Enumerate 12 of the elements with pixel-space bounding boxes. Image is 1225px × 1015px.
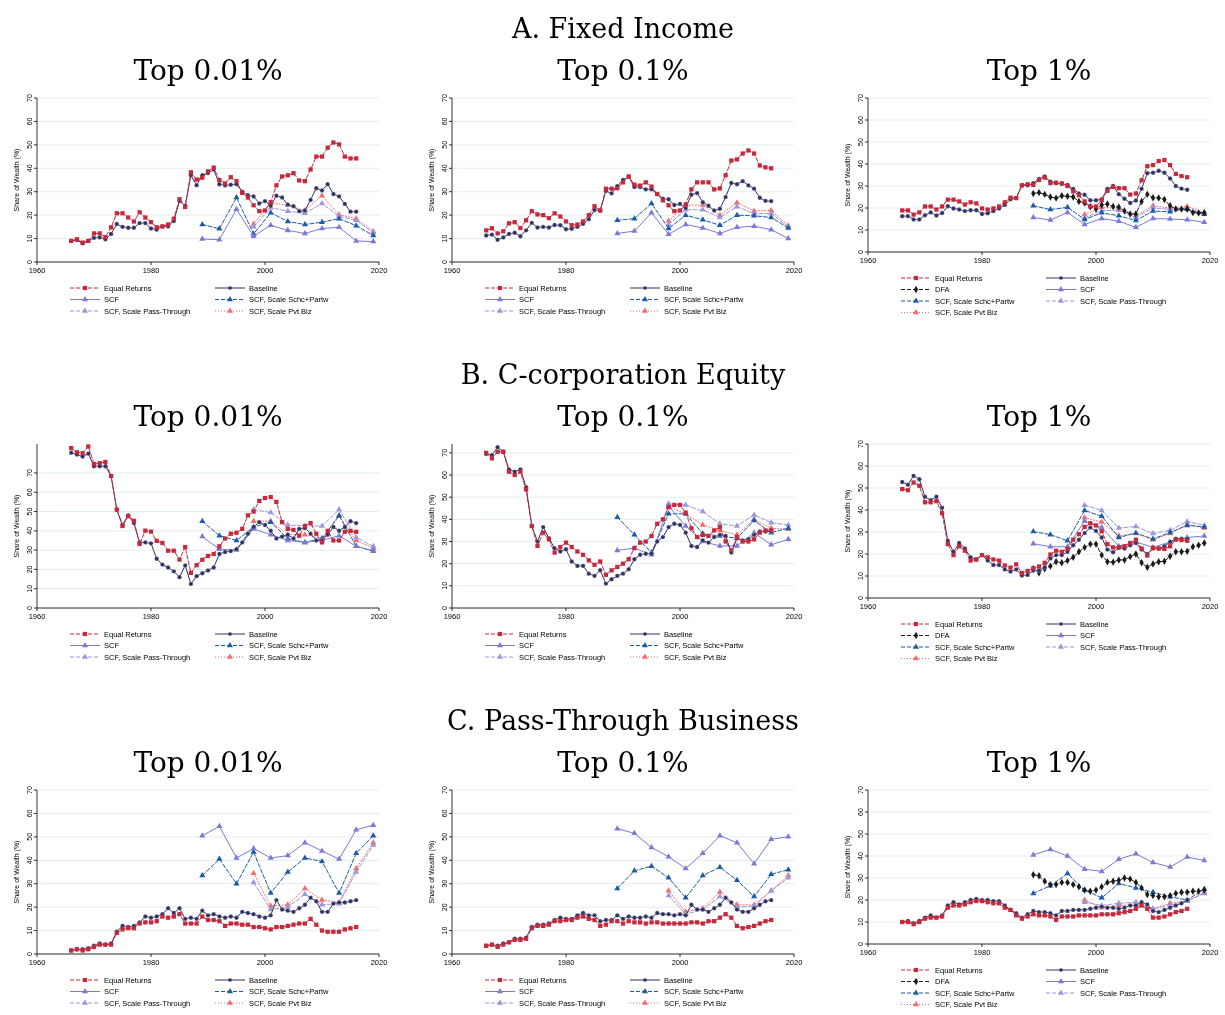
- chart-title: Top 1%: [986, 400, 1092, 433]
- chart-title: Top 0.01%: [133, 54, 283, 87]
- chart-title: Top 1%: [986, 746, 1092, 779]
- chart-subtitle: A. Fixed Income: [510, 13, 735, 44]
- chart-title: Top 0.01%: [133, 746, 283, 779]
- chart-title: Top 0.1%: [557, 746, 689, 779]
- chart-title: Top 1%: [986, 54, 1092, 87]
- chart-title: Top 0.1%: [557, 400, 689, 433]
- chart-subtitle: B. C-corporation Equity: [460, 359, 786, 390]
- chart-title: Top 0.01%: [133, 400, 283, 433]
- chart-title: Top 0.1%: [557, 54, 689, 87]
- chart-subtitle: C. Pass-Through Business: [447, 705, 799, 736]
